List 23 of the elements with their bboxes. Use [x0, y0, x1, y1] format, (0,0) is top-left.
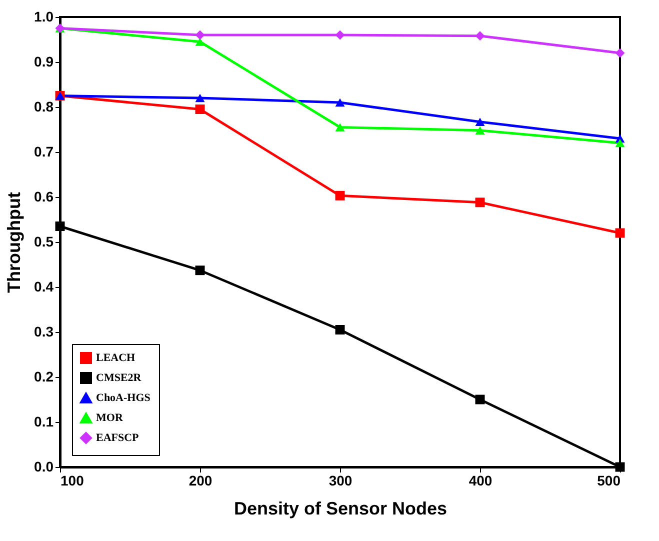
y-tick-label: 0.7	[34, 144, 54, 160]
y-tick-label: 0.8	[34, 98, 54, 114]
legend-label: MOR	[96, 412, 124, 424]
y-tick-label: 0.9	[34, 54, 54, 70]
legend-label: LEACH	[96, 352, 136, 364]
y-tick-label: 0.2	[34, 368, 54, 384]
y-tick-label: 1.0	[34, 8, 54, 24]
y-axis-title: Throughput	[4, 192, 24, 293]
y-tick-label: 0.3	[34, 324, 54, 340]
legend-label: ChoA-HGS	[96, 392, 150, 404]
y-tick-label: 0.4	[34, 278, 54, 294]
x-tick-label: 400	[468, 472, 492, 488]
y-tick-label: 0.6	[34, 188, 54, 204]
y-tick-label: 0.5	[34, 234, 54, 250]
x-tick-label: 200	[188, 472, 212, 488]
x-axis-title: Density of Sensor Nodes	[234, 498, 448, 518]
x-tick-label: 500	[597, 472, 621, 488]
y-tick-label: 0.1	[34, 414, 54, 430]
legend-label: CMSE2R	[96, 372, 142, 384]
x-tick-label: 100	[60, 472, 84, 488]
legend-label: EAFSCP	[96, 432, 140, 444]
y-tick-label: 0.0	[34, 458, 54, 474]
x-tick-label: 300	[328, 472, 352, 488]
